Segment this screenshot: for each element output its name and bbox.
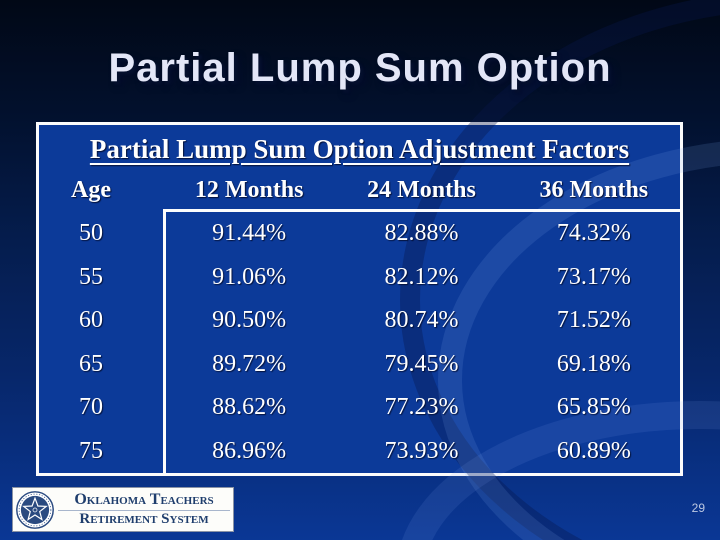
table-row: 65 89.72% 79.45% 69.18% xyxy=(39,343,680,387)
table-row: 70 88.62% 77.23% 65.85% xyxy=(39,386,680,430)
factor-cell: 80.74% xyxy=(384,307,459,334)
logo-org-name-line1: Oklahoma Teachers xyxy=(58,491,230,512)
table-row: 50 91.44% 82.88% 74.32% xyxy=(39,212,680,256)
page-number: 29 xyxy=(691,501,705,515)
factor-cell: 91.06% xyxy=(212,263,287,290)
column-header-36-months: 36 Months xyxy=(539,176,649,203)
state-seal-icon xyxy=(16,490,54,529)
logo-org-name-line2: Retirement System xyxy=(79,511,209,528)
age-cell: 65 xyxy=(79,350,103,377)
table-row: 55 91.06% 82.12% 73.17% xyxy=(39,256,680,300)
table-row: 75 86.96% 73.93% 60.89% xyxy=(39,430,680,474)
age-cell: 50 xyxy=(79,220,103,247)
factor-cell: 77.23% xyxy=(384,394,459,421)
adjustment-factors-table: Partial Lump Sum Option Adjustment Facto… xyxy=(36,122,683,476)
age-cell: 55 xyxy=(79,263,103,290)
logo-text: Oklahoma Teachers Retirement System xyxy=(55,491,233,527)
factor-cell: 82.12% xyxy=(384,263,459,290)
factor-cell: 90.50% xyxy=(212,307,287,334)
column-header-24-months: 24 Months xyxy=(367,176,476,203)
factor-cell: 79.45% xyxy=(384,350,459,377)
factor-cell: 71.52% xyxy=(556,307,631,334)
data-region-border xyxy=(163,209,680,473)
factor-cell: 91.44% xyxy=(212,220,287,247)
table-header-row: Age 12 Months 24 Months 36 Months xyxy=(39,171,680,209)
factor-cell: 69.18% xyxy=(556,350,631,377)
column-header-12-months: 12 Months xyxy=(194,176,304,203)
factor-cell: 74.32% xyxy=(556,220,631,247)
factor-cell: 86.96% xyxy=(212,437,287,464)
factor-cell: 73.93% xyxy=(384,437,459,464)
factor-cell: 82.88% xyxy=(384,220,459,247)
table-row: 60 90.50% 80.74% 71.52% xyxy=(39,299,680,343)
table-body: 50 91.44% 82.88% 74.32% 55 91.06% 82.12%… xyxy=(39,212,680,473)
column-header-age: Age xyxy=(71,176,111,203)
age-cell: 70 xyxy=(79,394,103,421)
factor-cell: 89.72% xyxy=(212,350,287,377)
age-cell: 60 xyxy=(79,307,103,334)
slide-title: Partial Lump Sum Option xyxy=(108,46,612,90)
age-cell: 75 xyxy=(79,437,103,464)
table-heading: Partial Lump Sum Option Adjustment Facto… xyxy=(89,134,630,164)
factor-cell: 60.89% xyxy=(556,437,631,464)
factor-cell: 88.62% xyxy=(212,394,287,421)
otrs-logo: Oklahoma Teachers Retirement System xyxy=(12,487,234,532)
factor-cell: 73.17% xyxy=(556,263,631,290)
factor-cell: 65.85% xyxy=(556,394,631,421)
